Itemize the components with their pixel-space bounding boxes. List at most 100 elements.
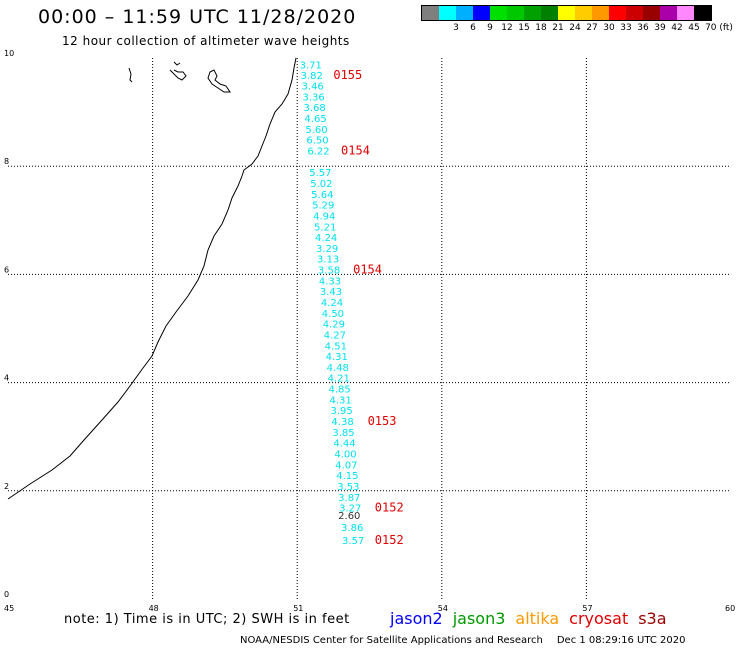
wave-height-value: 3.57 xyxy=(342,536,364,547)
wave-height-value: 3.36 xyxy=(303,92,325,103)
wave-height-value: 4.31 xyxy=(329,395,351,406)
wave-height-value: 3.95 xyxy=(330,406,352,417)
legend-label: 6 xyxy=(470,23,476,33)
y-tick-label: 2 xyxy=(4,482,9,491)
legend-label: 30 xyxy=(603,23,615,33)
wave-height-value: 4.38 xyxy=(331,417,353,428)
islands xyxy=(128,61,231,93)
legend-swatch xyxy=(473,6,490,20)
y-tick-label: 0 xyxy=(4,590,9,599)
x-tick-label: 48 xyxy=(149,604,159,613)
pass-time-label: 0152 xyxy=(375,501,404,515)
wave-height-value: 4.15 xyxy=(336,471,358,482)
wave-height-value: 3.29 xyxy=(316,244,338,255)
wave-height-value: 3.13 xyxy=(317,255,339,266)
wave-height-value: 4.00 xyxy=(334,449,356,460)
legend-swatch xyxy=(422,6,439,20)
wave-height-value: 4.31 xyxy=(326,352,348,363)
legend-label: 33 xyxy=(620,23,632,33)
legend-swatch-row xyxy=(421,5,712,21)
wave-height-value: 4.51 xyxy=(325,341,347,352)
wave-height-value: 4.85 xyxy=(329,385,351,396)
legend-swatch xyxy=(626,6,643,20)
wave-height-value: 4.21 xyxy=(328,374,350,385)
island-outline xyxy=(207,69,231,93)
credit-datetime: Dec 1 08:29:16 UTC 2020 xyxy=(556,635,686,646)
legend-label: 12 xyxy=(501,23,513,33)
legend-swatch xyxy=(524,6,541,20)
legend-label: 27 xyxy=(586,23,598,33)
legend-label: 21 xyxy=(552,23,564,33)
legend-swatch xyxy=(558,6,575,20)
satellite-name: cryosat xyxy=(569,609,629,628)
x-tick-label: 51 xyxy=(293,604,303,613)
legend-swatch xyxy=(456,6,473,20)
satellite-name: altika xyxy=(515,609,560,628)
x-tick-label: 60 xyxy=(725,604,735,613)
pass-time-label: 0152 xyxy=(375,533,404,547)
pass-time-label: 0154 xyxy=(353,263,382,277)
legend-swatch xyxy=(439,6,456,20)
legend-swatch xyxy=(643,6,660,20)
legend-label: 18 xyxy=(535,23,547,33)
legend-swatch xyxy=(609,6,626,20)
x-tick-label: 45 xyxy=(4,604,14,613)
legend-label: 3 xyxy=(453,23,459,33)
legend-swatch xyxy=(541,6,558,20)
legend-swatch xyxy=(660,6,677,20)
wave-height-value: 5.21 xyxy=(314,222,336,233)
wave-height-value: 3.71 xyxy=(300,60,322,71)
x-tick-label: 54 xyxy=(438,604,448,613)
legend-label: 24 xyxy=(569,23,581,33)
legend-label: 39 xyxy=(654,23,666,33)
wave-height-value: 4.94 xyxy=(313,211,335,222)
wave-height-value: 4.48 xyxy=(327,363,349,374)
wave-height-value: 3.46 xyxy=(302,82,324,93)
wave-height-value: 4.50 xyxy=(322,309,344,320)
wave-height-value: 4.44 xyxy=(333,439,355,450)
map-axes: 45 48 51 54 57 60 0 2 4 6 8 10 xyxy=(4,49,735,613)
y-tick-label: 6 xyxy=(4,265,9,274)
credit-line: NOAA/NESDIS Center for Satellite Applica… xyxy=(240,635,685,646)
wave-height-value: 2.60 xyxy=(338,511,360,522)
wave-height-value: 4.65 xyxy=(304,114,326,125)
legend-label: 9 xyxy=(487,23,493,33)
wave-height-value: 4.29 xyxy=(323,320,345,331)
wave-height-value: 3.87 xyxy=(338,493,360,504)
map-subtitle: 12 hour collection of altimeter wave hei… xyxy=(62,34,350,48)
wave-height-value: 5.57 xyxy=(309,168,331,179)
y-tick-label: 4 xyxy=(4,374,9,383)
wave-height-value: 3.58 xyxy=(318,266,340,277)
pass-time-labels: 0155 0154 0154 0153 0152 0152 xyxy=(333,68,403,547)
y-tick-label: 10 xyxy=(4,49,14,58)
wave-height-value: 3.86 xyxy=(341,523,363,534)
island-outline xyxy=(173,61,181,66)
wave-height-value: 3.68 xyxy=(303,103,325,114)
wave-height-value: 5.29 xyxy=(312,201,334,212)
wave-height-value: 6.50 xyxy=(306,136,328,147)
legend-label: 36 xyxy=(637,23,649,33)
pass-time-label: 0155 xyxy=(333,68,362,82)
legend-swatch xyxy=(575,6,592,20)
legend-label: 15 xyxy=(518,23,530,33)
wave-height-value: 5.60 xyxy=(305,125,327,136)
pass-time-label: 0153 xyxy=(368,414,397,428)
pass-time-label: 0154 xyxy=(341,144,370,158)
legend-swatch xyxy=(490,6,507,20)
wave-height-value: 3.53 xyxy=(337,482,359,493)
wave-height-value: 4.24 xyxy=(315,233,337,244)
wave-height-value: 4.07 xyxy=(335,460,357,471)
x-tick-label: 57 xyxy=(582,604,592,613)
legend-label: 42 xyxy=(671,23,683,33)
map-title: 00:00 – 11:59 UTC 11/28/2020 xyxy=(38,6,357,28)
satellite-name: s3a xyxy=(638,609,667,628)
wave-height-value: 3.82 xyxy=(301,71,323,82)
legend-swatch xyxy=(677,6,694,20)
wave-height-value: 4.24 xyxy=(321,298,343,309)
footer-note: note: 1) Time is in UTC; 2) SWH is in fe… xyxy=(64,612,350,627)
satellite-name: jason2 xyxy=(390,609,443,628)
legend-label: 70 (ft) xyxy=(705,23,733,33)
wave-height-value: 4.27 xyxy=(324,330,346,341)
wave-height-value: 3.43 xyxy=(320,287,342,298)
